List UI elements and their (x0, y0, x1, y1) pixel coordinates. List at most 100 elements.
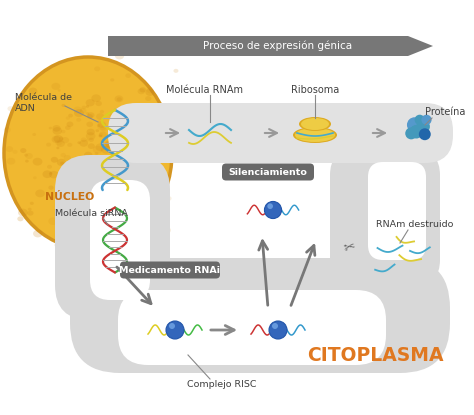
Ellipse shape (166, 196, 172, 201)
Ellipse shape (145, 96, 151, 101)
Ellipse shape (115, 52, 124, 59)
Ellipse shape (95, 152, 98, 155)
Ellipse shape (102, 185, 108, 190)
Ellipse shape (81, 205, 87, 210)
Ellipse shape (61, 153, 66, 157)
Ellipse shape (86, 139, 89, 142)
Text: Molécula siRNA: Molécula siRNA (55, 208, 128, 217)
Ellipse shape (89, 260, 92, 263)
Text: ✂: ✂ (343, 240, 357, 256)
Circle shape (166, 321, 184, 339)
Ellipse shape (88, 143, 95, 149)
Text: NÚCLEO: NÚCLEO (46, 192, 95, 202)
Ellipse shape (47, 165, 52, 169)
Ellipse shape (301, 118, 329, 130)
Ellipse shape (144, 156, 150, 161)
Circle shape (272, 323, 278, 329)
Ellipse shape (96, 129, 99, 132)
Text: RNAm destruido: RNAm destruido (376, 220, 454, 229)
Circle shape (407, 117, 422, 132)
Ellipse shape (86, 112, 89, 115)
Ellipse shape (128, 128, 138, 136)
Text: Complejo RISC: Complejo RISC (187, 379, 257, 388)
FancyArrow shape (108, 36, 433, 56)
Ellipse shape (81, 164, 90, 172)
Ellipse shape (57, 180, 64, 186)
Ellipse shape (173, 69, 178, 73)
Ellipse shape (20, 148, 27, 153)
Ellipse shape (49, 171, 59, 178)
Ellipse shape (97, 122, 107, 130)
Ellipse shape (129, 184, 134, 188)
FancyBboxPatch shape (118, 290, 386, 365)
Ellipse shape (55, 243, 59, 247)
Ellipse shape (123, 190, 131, 198)
Ellipse shape (105, 214, 111, 219)
Ellipse shape (68, 178, 74, 183)
FancyBboxPatch shape (90, 180, 150, 300)
Ellipse shape (121, 168, 128, 174)
Ellipse shape (52, 125, 61, 132)
Ellipse shape (95, 144, 105, 151)
Ellipse shape (99, 234, 104, 238)
Circle shape (410, 125, 423, 139)
Ellipse shape (96, 113, 104, 120)
Circle shape (415, 115, 425, 125)
Ellipse shape (137, 88, 145, 94)
Ellipse shape (68, 199, 72, 203)
Ellipse shape (54, 135, 63, 143)
Ellipse shape (68, 162, 72, 165)
Ellipse shape (109, 210, 117, 216)
Ellipse shape (18, 209, 28, 217)
Ellipse shape (107, 164, 113, 169)
Ellipse shape (146, 89, 155, 96)
Ellipse shape (85, 172, 92, 178)
Text: Medicamento RNAi: Medicamento RNAi (119, 266, 220, 274)
Ellipse shape (76, 118, 81, 122)
Ellipse shape (56, 140, 65, 147)
Ellipse shape (64, 189, 67, 192)
Ellipse shape (33, 230, 43, 237)
Ellipse shape (100, 125, 107, 131)
Ellipse shape (127, 197, 132, 202)
Ellipse shape (7, 158, 15, 165)
Ellipse shape (79, 165, 82, 168)
Ellipse shape (61, 137, 69, 143)
Text: Molécula RNAm: Molécula RNAm (166, 85, 244, 95)
Ellipse shape (88, 182, 96, 188)
Ellipse shape (122, 144, 128, 149)
FancyBboxPatch shape (222, 164, 314, 181)
Ellipse shape (89, 138, 94, 142)
Ellipse shape (4, 127, 11, 133)
Ellipse shape (4, 57, 172, 249)
Ellipse shape (81, 137, 86, 142)
Ellipse shape (48, 217, 58, 225)
Ellipse shape (33, 158, 42, 166)
Ellipse shape (118, 137, 124, 141)
Ellipse shape (13, 150, 18, 154)
Ellipse shape (8, 106, 14, 111)
Ellipse shape (33, 176, 36, 179)
Ellipse shape (119, 178, 129, 186)
Ellipse shape (118, 164, 127, 171)
Ellipse shape (161, 153, 164, 156)
Ellipse shape (109, 113, 114, 117)
Ellipse shape (60, 176, 65, 180)
Ellipse shape (65, 125, 71, 130)
Ellipse shape (64, 155, 71, 161)
Ellipse shape (120, 235, 126, 239)
Ellipse shape (114, 159, 118, 162)
Ellipse shape (52, 136, 61, 143)
FancyBboxPatch shape (108, 103, 453, 163)
Ellipse shape (74, 109, 84, 117)
Ellipse shape (103, 172, 112, 179)
Ellipse shape (82, 106, 86, 109)
Ellipse shape (115, 95, 123, 103)
Ellipse shape (82, 168, 86, 173)
Ellipse shape (118, 163, 126, 170)
Ellipse shape (126, 129, 129, 132)
Ellipse shape (49, 172, 53, 175)
Ellipse shape (32, 133, 36, 136)
Ellipse shape (104, 189, 110, 193)
Circle shape (269, 321, 287, 339)
